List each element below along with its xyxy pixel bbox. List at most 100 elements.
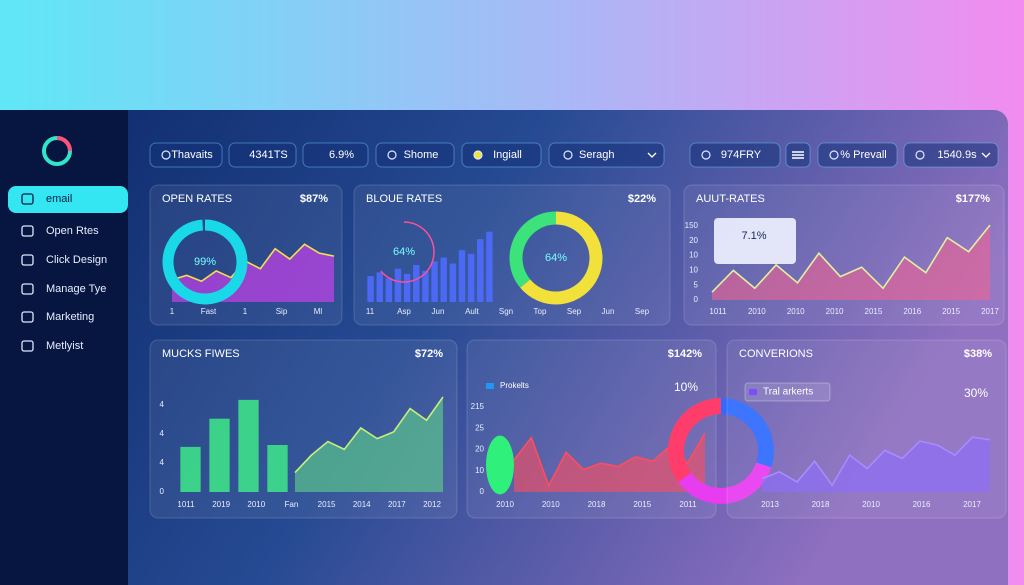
y-label: 20: [475, 445, 484, 454]
toolbar-icon: [701, 150, 711, 160]
panel-value: $87%: [300, 193, 328, 205]
panel-value: $142%: [668, 348, 702, 360]
bar: [367, 276, 374, 302]
x-label: 2011: [679, 500, 697, 509]
bar: [238, 399, 259, 492]
x-label: 2010: [542, 500, 560, 509]
bar: [449, 263, 457, 302]
menu-icon: [792, 151, 804, 159]
toolbar-icon: [473, 150, 483, 160]
nav-item[interactable]: Manage Tye: [46, 283, 106, 295]
x-label: 2010: [787, 307, 805, 316]
area: [295, 396, 443, 492]
y-label: 0: [694, 295, 699, 304]
line: [294, 396, 444, 474]
nav-icon: [21, 283, 34, 295]
x-label: Jun: [432, 307, 445, 316]
legend-box: [744, 382, 831, 402]
toolbar-button[interactable]: [817, 142, 898, 168]
nav-icon: [21, 254, 34, 266]
bar: [267, 445, 288, 492]
bar: [486, 231, 493, 302]
y-label: 25: [475, 423, 484, 432]
bar: [477, 239, 484, 302]
logo-accent: [56, 136, 72, 152]
toolbar-button[interactable]: [149, 142, 223, 168]
toolbar-label: 4341TS: [249, 149, 288, 161]
bar: [385, 278, 393, 302]
panel-value: $177%: [956, 193, 990, 205]
toolbar-button[interactable]: [689, 142, 781, 168]
toolbar-icon: [563, 150, 573, 160]
donut-segment: [520, 211, 603, 305]
toolbar-label: 1540.9s: [937, 149, 977, 161]
x-label: 2010: [247, 500, 265, 509]
toolbar-button[interactable]: [903, 142, 999, 168]
x-label: Asp: [397, 307, 411, 316]
nav-icon: [21, 225, 34, 237]
x-label: 2010: [496, 500, 514, 509]
y-label: 10: [475, 466, 484, 475]
x-label: 2014: [353, 500, 371, 509]
toolbar-button[interactable]: [461, 142, 542, 168]
nav-item[interactable]: Open Rtes: [46, 225, 99, 237]
x-label: 2010: [862, 500, 880, 509]
x-label: 2019: [212, 500, 230, 509]
nav-icon: [21, 311, 34, 323]
x-label: 2016: [913, 500, 931, 509]
x-label: 1011: [177, 500, 195, 509]
area: [762, 437, 990, 492]
area: [514, 433, 705, 492]
panel-title: MUCKS FIWES: [162, 348, 240, 360]
y-label: 20: [689, 236, 698, 245]
donut-segment: [720, 398, 774, 468]
x-label: Ault: [465, 307, 480, 316]
y-label: 150: [685, 221, 699, 230]
x-label: 2016: [903, 307, 921, 316]
toolbar-button[interactable]: [302, 142, 369, 168]
nav-item[interactable]: Click Design: [46, 254, 107, 266]
nav-icon: [21, 340, 34, 352]
x-label: 2015: [318, 500, 336, 509]
panel-value: $22%: [628, 193, 656, 205]
nav-item[interactable]: email: [46, 193, 72, 205]
y-label: 10: [689, 251, 698, 260]
panel-title: BLOUE RATES: [366, 193, 442, 205]
area: [172, 244, 334, 302]
legend-label: Tral arkerts: [763, 387, 813, 398]
bar: [209, 418, 230, 492]
nav-item[interactable]: Marketing: [46, 311, 94, 323]
bar: [422, 270, 429, 302]
x-label: Fast: [201, 307, 217, 316]
tooltip-label: 7.1%: [741, 230, 766, 242]
chevron: [647, 152, 657, 158]
blob: [486, 435, 514, 495]
toolbar-label: Ingiall: [493, 149, 522, 161]
donut-segment: [509, 211, 557, 288]
area: [712, 225, 990, 300]
nav-item[interactable]: Metlyist: [46, 340, 83, 352]
nav-icon: [21, 193, 34, 205]
x-label: 11: [366, 307, 375, 316]
panel-title: OPEN RATES: [162, 193, 232, 205]
chevron: [981, 152, 991, 158]
x-label: 2017: [981, 307, 999, 316]
x-label: 2010: [826, 307, 844, 316]
donut-segment: [678, 462, 772, 504]
x-label: 1: [243, 307, 248, 316]
x-label: Top: [534, 307, 547, 316]
x-label: 2010: [748, 307, 766, 316]
x-label: Jun: [602, 307, 615, 316]
bar: [394, 268, 402, 302]
toolbar-button[interactable]: [375, 142, 455, 168]
x-label: 2012: [423, 500, 441, 509]
line: [711, 224, 991, 293]
x-label: 1: [170, 307, 175, 316]
x-label: 2017: [963, 500, 981, 509]
bar: [180, 446, 201, 492]
bar: [413, 265, 420, 302]
toolbar-icon: [915, 150, 925, 160]
toolbar-button[interactable]: [548, 142, 665, 168]
toolbar-button[interactable]: [228, 142, 297, 168]
